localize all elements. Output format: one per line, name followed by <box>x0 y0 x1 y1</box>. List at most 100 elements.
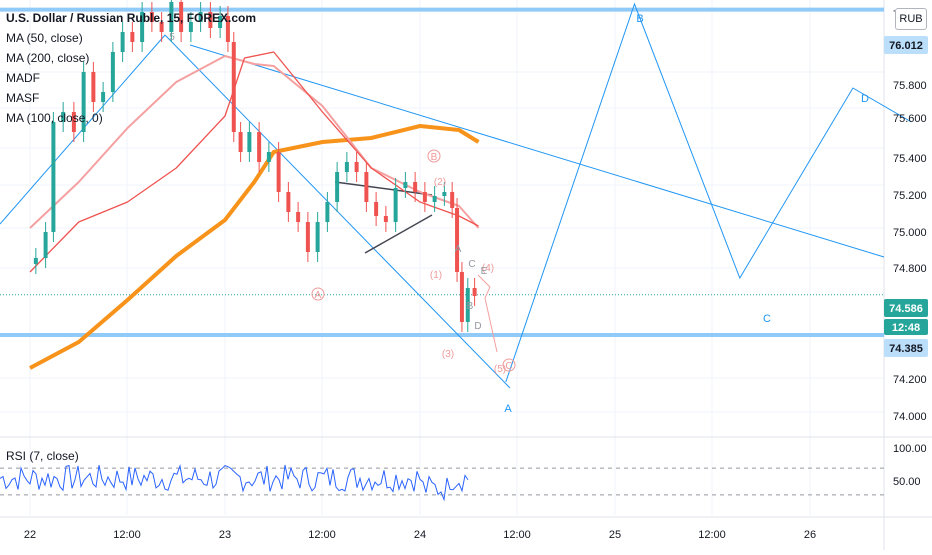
countdown-tag: 12:48 <box>892 322 920 334</box>
wave-label: (5) <box>494 364 506 375</box>
price-tick-label: 75.600 <box>893 113 927 125</box>
rsi-tick-label: 100.00 <box>893 443 927 455</box>
time-tick-label: 24 <box>414 529 426 541</box>
candle-body <box>325 202 330 222</box>
candle-body <box>247 132 252 152</box>
candle-body <box>442 192 447 196</box>
candle-body <box>71 112 76 132</box>
candle-body <box>383 216 388 222</box>
time-axis[interactable]: 22 12:00 23 12:00 24 12:00 25 12:00 26 <box>24 529 816 541</box>
wave-label: C <box>468 259 475 270</box>
indicator-masf[interactable]: MASF <box>6 91 40 105</box>
price-tick-label: 75.800 <box>893 80 927 92</box>
candle-body <box>218 16 223 28</box>
candle-body <box>465 288 470 322</box>
candle-body <box>432 196 437 202</box>
time-tick-label: 12:00 <box>308 529 336 541</box>
level-top-tag-bg <box>884 36 928 54</box>
price-tags: 76.012 74.586 12:48 74.385 <box>884 36 928 357</box>
candle-body <box>120 32 125 52</box>
resistance-trend-line[interactable] <box>189 44 885 258</box>
candle-body <box>393 188 398 222</box>
price-tick-label: 75.200 <box>893 190 927 202</box>
wave-label: (4) <box>482 263 494 274</box>
horizontal-levels <box>0 7 884 337</box>
wave-labels: (2) (1) (3) (4) (5) A B C D E A B C 5 <box>169 32 516 375</box>
candles <box>33 0 477 332</box>
candle-body <box>374 202 379 216</box>
currency-button[interactable]: RUB <box>895 8 927 30</box>
rsi-line[interactable] <box>0 464 469 502</box>
candle-body <box>403 182 408 188</box>
candle-body <box>286 192 291 212</box>
candle-body <box>198 12 203 22</box>
rsi-legend[interactable]: RSI (7, close) <box>6 449 79 463</box>
current-price-tag: 74.586 <box>889 303 923 315</box>
triangle-lower-line[interactable] <box>364 214 433 254</box>
triangle-upper-line[interactable] <box>334 181 433 196</box>
wave-label: E <box>481 266 488 277</box>
wave-label: B <box>467 301 474 312</box>
wave-projection-path <box>477 274 498 353</box>
candle-body <box>459 272 464 322</box>
candle-body <box>61 112 66 122</box>
candle-body <box>130 32 135 42</box>
candle-body <box>91 72 96 102</box>
candle-body <box>188 22 193 32</box>
candle-body <box>238 132 243 152</box>
price-tick-label: 75.000 <box>893 227 927 239</box>
candle-body <box>266 152 271 162</box>
indicator-ma100[interactable]: MA (100, close, 0) <box>6 111 103 125</box>
chart-legend: U.S. Dollar / Russian Ruble, 15, FOREX.c… <box>6 8 256 128</box>
time-tick-label: 12:00 <box>113 529 141 541</box>
wave-label: 5 <box>169 32 175 43</box>
candle-body <box>140 12 145 42</box>
wave-label: (3) <box>442 349 454 360</box>
candle-body <box>276 152 281 192</box>
candle-body <box>225 16 230 42</box>
price-tick-label: 75.400 <box>893 153 927 165</box>
wave-label: D <box>474 321 481 332</box>
candle-body <box>450 192 455 208</box>
countdown-tag-bg <box>884 319 928 335</box>
candle-body <box>315 222 320 252</box>
indicator-madf[interactable]: MADF <box>6 71 40 85</box>
candle-body <box>179 2 184 32</box>
candle-body <box>472 288 477 296</box>
wave-label: A <box>455 244 462 255</box>
candle-body <box>296 212 301 222</box>
candle-body <box>110 52 115 92</box>
indicator-ma50[interactable]: MA (50, close) <box>6 31 83 45</box>
ma-series-0[interactable] <box>29 124 480 370</box>
time-tick-label: 26 <box>804 529 816 541</box>
projection-path[interactable] <box>505 2 912 383</box>
wave-label: C <box>505 361 512 372</box>
price-axis[interactable]: 76.20075.80075.60075.40075.20075.00074.8… <box>893 9 927 423</box>
wave-label-circle <box>502 358 516 372</box>
candle-body <box>159 22 164 32</box>
candle-body <box>364 172 369 202</box>
level-top-tag: 76.012 <box>889 40 923 52</box>
projection-label-D: D <box>861 93 869 105</box>
price-tick-label: 74.800 <box>893 263 927 275</box>
rsi-tick-label: 50.00 <box>893 476 921 488</box>
level-bottom-tag: 74.385 <box>889 343 923 355</box>
ma-series-2[interactable] <box>29 51 479 273</box>
price-tick-label: 74.000 <box>893 411 927 423</box>
indicator-ma200[interactable]: MA (200, close) <box>6 51 90 65</box>
level-bottom-tag-bg <box>884 339 928 357</box>
time-tick-label: 23 <box>219 529 231 541</box>
candle-body <box>422 192 427 202</box>
candle-body <box>257 132 262 162</box>
time-tick-label: 12:00 <box>503 529 531 541</box>
projection-label-A: A <box>504 403 512 415</box>
candle-body <box>413 182 418 192</box>
candle-body <box>33 258 38 264</box>
projection: B C D A <box>477 2 912 415</box>
wave-label: B <box>431 152 438 163</box>
current-price-tag-bg <box>884 299 928 317</box>
projection-label-C: C <box>763 313 771 325</box>
candle-body <box>208 12 213 28</box>
